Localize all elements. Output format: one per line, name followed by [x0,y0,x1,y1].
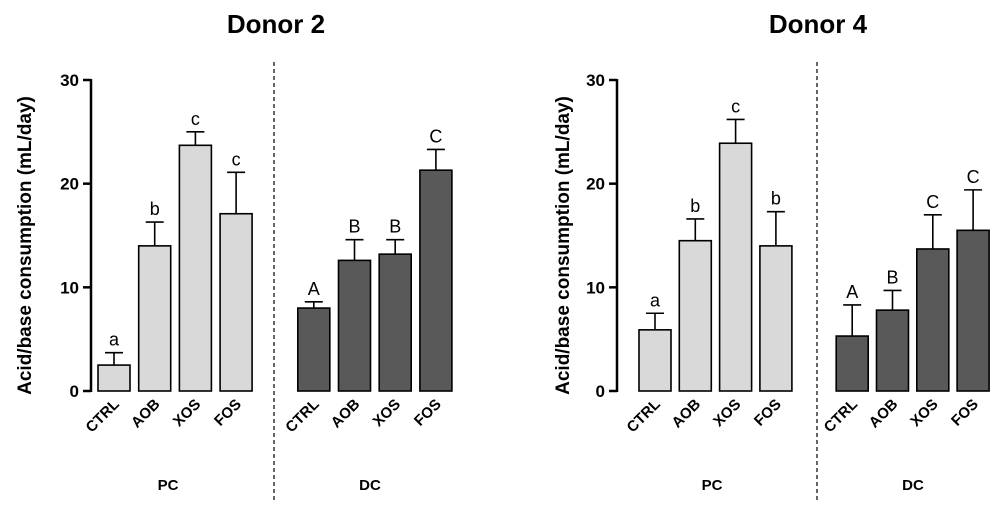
x-tick-label: XOS [907,396,941,430]
significance-letter: b [150,199,160,219]
group-label: PC [702,477,723,494]
bar [178,144,213,392]
x-tick-label: XOS [370,396,404,430]
significance-letter: B [389,217,401,237]
y-tick-label: 0 [596,382,605,401]
bar [759,245,793,392]
bar [875,309,910,392]
y-tick-label: 10 [586,278,605,297]
bar [419,169,453,392]
group-label: DC [359,477,381,494]
significance-letter: a [109,330,120,350]
bar [296,307,331,392]
significance-letter: b [690,196,700,216]
group-label: PC [158,477,179,494]
x-tick-label: FOS [751,396,785,430]
y-tick-label: 20 [60,175,79,194]
x-tick-label: CTRL [83,396,123,436]
bar [718,142,753,392]
bar [678,239,713,392]
bar [956,229,990,392]
significance-letter: C [926,192,939,212]
x-tick-label: FOS [948,396,982,430]
x-tick-label: AOB [328,396,364,432]
x-tick-label: CTRL [624,396,664,436]
significance-letter: B [348,217,360,237]
x-tick-label: XOS [170,396,204,430]
bar [378,253,413,392]
significance-letter: a [650,290,661,310]
chart-title: Donor 4 [769,9,868,39]
chart-panel-donor-2: Donor 2 Acid/base consumption (mL/day) 0 10… [15,9,453,501]
bar [638,329,672,392]
group-label: DC [902,477,924,494]
y-tick-label: 20 [586,175,605,194]
chart-panel-donor-4: Donor 4 Acid/base consumption (mL/day) 0 10… [553,9,990,501]
x-tick-label: AOB [669,396,705,432]
bar [915,248,950,392]
x-tick-label: FOS [211,396,245,430]
x-tick-label: AOB [866,396,902,432]
significance-letter: c [191,109,200,129]
bar [97,364,131,392]
x-tick-label: AOB [128,396,164,432]
significance-letter: C [967,167,980,187]
significance-letter: C [429,126,442,146]
chart-title: Donor 2 [227,9,325,39]
significance-letter: B [886,267,898,287]
significance-letter: c [731,96,740,116]
x-tick-label: CTRL [821,396,861,436]
x-tick-label: CTRL [282,396,322,436]
y-axis-label: Acid/base consumption (mL/day) [553,96,574,395]
significance-letter: A [308,279,320,299]
y-tick-label: 30 [60,71,79,90]
y-tick-label: 0 [70,382,79,401]
y-axis-label: Acid/base consumption (mL/day) [15,96,36,395]
significance-letter: c [232,149,241,169]
bar [337,259,372,392]
bar [219,212,253,392]
x-tick-label: FOS [411,396,445,430]
bar [835,335,870,392]
significance-letter: b [771,189,781,209]
x-tick-label: XOS [710,396,744,430]
y-tick-label: 30 [586,71,605,90]
bar [137,245,172,392]
significance-letter: A [846,282,858,302]
y-tick-label: 10 [60,278,79,297]
